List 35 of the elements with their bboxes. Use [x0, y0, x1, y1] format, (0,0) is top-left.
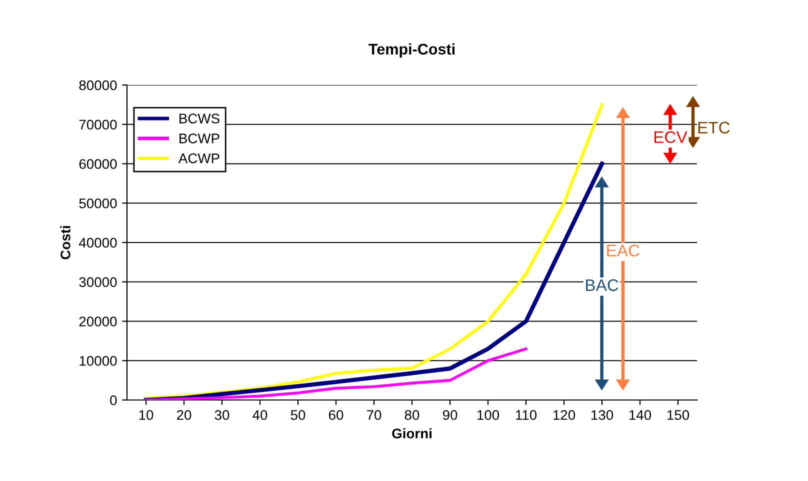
y-tick-label: 0 [110, 395, 117, 406]
y-tick-label: 30000 [79, 277, 117, 288]
y-tick-label: 60000 [79, 159, 117, 169]
legend-label: BCWS [180, 114, 220, 124]
y-tick-label: 70000 [79, 120, 117, 130]
y-tick-label: 10000 [80, 356, 117, 366]
x-tick-label: 20 [176, 410, 192, 420]
x-tick-label: 150 [667, 410, 690, 420]
x-tick-label: 30 [214, 410, 230, 420]
chart-title: Tempi-Costi [368, 43, 454, 58]
annotation: BAC [586, 279, 618, 292]
x-tick-label: 100 [477, 410, 500, 420]
annotation: EAC [607, 244, 640, 256]
y-tick-label: 50000 [79, 198, 117, 208]
x-tick-label: 10 [139, 410, 154, 420]
x-tick-label: 70 [366, 410, 382, 420]
x-tick-label: 80 [404, 410, 420, 420]
y-axis-title: Costi [60, 226, 70, 260]
x-tick-label: 60 [328, 410, 344, 420]
x-tick-label: 50 [290, 410, 306, 420]
x-tick-label: 90 [442, 410, 458, 420]
x-axis-title: Giorni [392, 428, 432, 438]
y-tick-label: 40000 [78, 238, 117, 248]
legend-label: ACWP [178, 153, 220, 164]
legend-label: BCWP [180, 134, 220, 144]
x-tick-label: 120 [553, 410, 576, 420]
x-tick-label: 110 [516, 410, 537, 420]
text: ETC [698, 122, 730, 134]
line-series [144, 347, 528, 400]
x-tick-label: 130 [591, 410, 614, 420]
y-tick-label: 20000 [79, 316, 117, 326]
x-tick-label: 140 [629, 410, 652, 420]
y-tick-label: 80000 [79, 80, 117, 90]
annotation: ECV [654, 131, 688, 144]
x-tick-label: 40 [252, 410, 268, 420]
